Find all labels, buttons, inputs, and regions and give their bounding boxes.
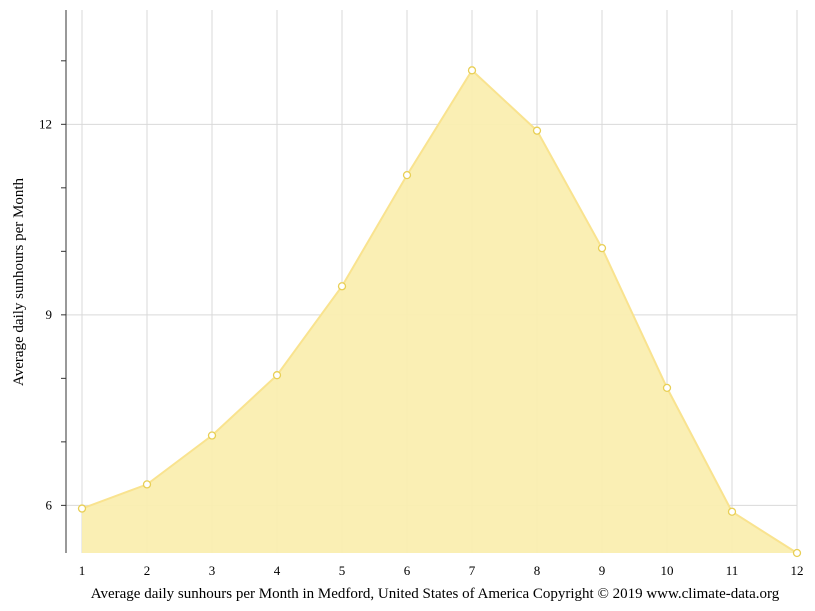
x-tick-label: 4 [274, 563, 281, 578]
x-tick-label: 6 [404, 563, 411, 578]
sunhours-area [82, 70, 797, 553]
data-point-4 [272, 371, 282, 380]
x-tick-label: 9 [599, 563, 606, 578]
y-tick-labels: 6 9 12 [39, 116, 53, 512]
data-point-10 [662, 383, 672, 393]
data-points [77, 66, 802, 558]
x-tick-label: 1 [79, 563, 86, 578]
y-minor-ticks [61, 60, 66, 506]
x-tick-label: 10 [661, 563, 674, 578]
x-tick-labels: 1 2 3 4 5 6 7 8 9 10 11 12 [79, 563, 804, 578]
data-point-9 [597, 244, 607, 253]
data-point-6 [402, 170, 412, 180]
data-point-2 [142, 480, 152, 489]
data-point-12 [792, 548, 802, 558]
y-tick-label: 12 [39, 116, 52, 131]
x-tick-label: 11 [726, 563, 739, 578]
x-tick-label: 7 [469, 563, 476, 578]
x-tick-label: 3 [209, 563, 216, 578]
data-point-3 [207, 431, 217, 440]
x-tick-label: 8 [534, 563, 541, 578]
x-tick-label: 5 [339, 563, 346, 578]
x-axis-title: Average daily sunhours per Month in Medf… [91, 586, 780, 602]
data-point-8 [532, 126, 542, 135]
data-point-1 [77, 504, 87, 513]
data-point-11 [727, 507, 737, 516]
x-tick-label: 12 [791, 563, 804, 578]
sunhours-line [81, 68, 798, 554]
y-tick-label: 9 [46, 307, 53, 322]
data-point-5 [337, 282, 347, 291]
y-tick-label: 6 [46, 497, 53, 512]
data-point-7 [467, 66, 477, 75]
y-axis-title: Average daily sunhours per Month [11, 178, 27, 387]
x-tick-label: 2 [144, 563, 151, 578]
